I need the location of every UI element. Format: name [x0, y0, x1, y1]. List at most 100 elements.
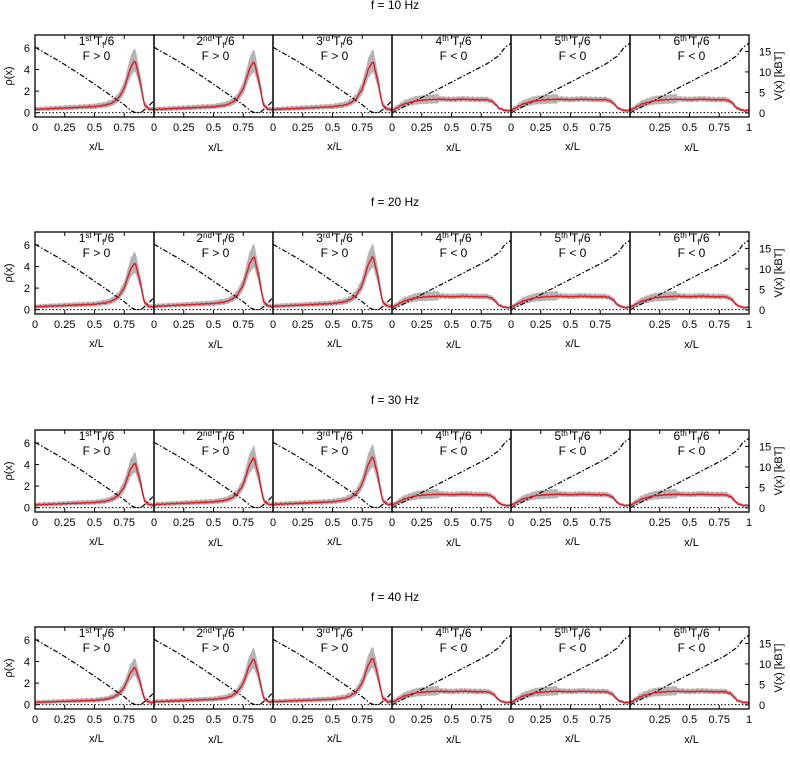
x-tick-label: 0.5 [325, 714, 340, 726]
panel-r3-c6: 6th Tf/6F < 0 [629, 429, 750, 513]
x-tick-label: 0.5 [563, 122, 578, 134]
panel-label: 4th Tf/6 [435, 231, 471, 247]
panel-label-subscript: f [102, 41, 105, 50]
panel-label-fraction: /6 [462, 231, 472, 245]
panel-label-fraction: /6 [581, 429, 591, 443]
x-tick-label: 0.25 [292, 122, 313, 134]
panel-label-ordinal: 5 [554, 34, 561, 48]
density-band [273, 647, 392, 705]
x-tick-label: 0 [389, 714, 395, 726]
y-right-tick-label: 10 [759, 264, 771, 276]
row-title: f = 10 Hz [371, 0, 419, 12]
density-band [511, 290, 630, 310]
panel-label-ordinal: 3 [316, 231, 323, 245]
x-tick-label: 0 [508, 517, 514, 529]
panel-label-superscript: th [680, 626, 687, 635]
panel-label-period: T [568, 231, 579, 245]
panel-label-period: T [330, 231, 341, 245]
x-tick-label: 0.25 [173, 517, 194, 529]
panel-label: 6th Tf/6 [673, 34, 709, 50]
panel-force-label: F < 0 [678, 49, 706, 63]
density-curve [153, 456, 274, 506]
panel-label-subscript: f [222, 436, 225, 445]
panel-label-superscript: th [561, 429, 568, 438]
x-tick-label: 0.75 [471, 319, 492, 331]
x-tick-label: 0.75 [471, 714, 492, 726]
x-tick-label: 0 [32, 714, 38, 726]
panel-r1-c1: 1st Tf/6F > 0 [34, 34, 155, 118]
x-tick-label: 0.5 [563, 714, 578, 726]
panel-label-ordinal: 4 [435, 626, 442, 640]
x-axis-label: x/L [565, 536, 580, 548]
panel-label-ordinal: 4 [435, 34, 442, 48]
density-curve [272, 657, 393, 704]
potential-curve [510, 437, 631, 509]
x-tick-label: 0 [270, 517, 276, 529]
density-band [511, 488, 630, 508]
x-tick-label: 0.75 [590, 714, 611, 726]
density-curve [391, 97, 512, 112]
panel-label-fraction: /6 [581, 626, 591, 640]
panel-force-label: F < 0 [440, 641, 468, 655]
x-axis-label: x/L [208, 339, 223, 351]
y-left-axis-label: ρ(x) [3, 658, 15, 677]
panel-label-period: T [687, 429, 698, 443]
panel-label-ordinal: 4 [435, 231, 442, 245]
panel-label-fraction: /6 [225, 34, 235, 48]
panel-force-label: F < 0 [678, 444, 706, 458]
x-tick-label: 0.25 [173, 122, 194, 134]
density-band [630, 93, 749, 113]
panel-label: 2nd Tf/6 [196, 231, 235, 247]
x-tick-label: 0.75 [233, 517, 254, 529]
panel-force-label: F > 0 [83, 444, 111, 458]
panel-label-ordinal: 1 [79, 626, 86, 640]
x-tick-label: 0.25 [173, 714, 194, 726]
y-right-tick-label: 5 [759, 482, 765, 494]
x-tick-label: 0.25 [292, 517, 313, 529]
panel-label: 1st Tf/6 [79, 231, 115, 247]
x-axis-label: x/L [89, 733, 104, 745]
panel-label-superscript: nd [203, 34, 212, 43]
x-tick-label: 0.75 [590, 517, 611, 529]
panel-label-subscript: f [222, 41, 225, 50]
panel-label-period: T [568, 626, 579, 640]
potential-curve [629, 634, 750, 706]
y-right-tick-label: 5 [759, 87, 765, 99]
panel-label-ordinal: 3 [316, 34, 323, 48]
panel-r2-c3: 3rd Tf/6F > 0 [272, 231, 393, 315]
x-tick-label: 1 [746, 714, 752, 726]
x-tick-label: 0.75 [709, 319, 730, 331]
panel-label-fraction: /6 [343, 34, 353, 48]
x-tick-label: 0.5 [87, 714, 102, 726]
x-axis-label: x/L [327, 338, 342, 350]
x-tick-label: 0.75 [233, 122, 254, 134]
potential-curve [153, 638, 274, 706]
y-left-axis-label: ρ(x) [3, 66, 15, 85]
density-band [392, 685, 511, 705]
y-left-axis-label: ρ(x) [3, 263, 15, 282]
density-curve [510, 492, 631, 507]
x-tick-label: 0.75 [709, 517, 730, 529]
x-tick-label: 0.5 [444, 122, 459, 134]
x-tick-label: 0.25 [649, 714, 670, 726]
x-axis-label: x/L [565, 338, 580, 350]
panel-label-subscript: f [341, 238, 344, 247]
panel-label: 3rd Tf/6 [316, 626, 353, 642]
panel-label-period: T [449, 626, 460, 640]
panel-label-subscript: f [578, 436, 581, 445]
x-axis-label: x/L [208, 142, 223, 154]
density-curve [272, 455, 393, 506]
panel-label-fraction: /6 [462, 34, 472, 48]
x-tick-label: 0.25 [411, 122, 432, 134]
x-tick-label: 0 [508, 319, 514, 331]
panel-label: 4th Tf/6 [435, 626, 471, 642]
x-tick-label: 0.25 [649, 122, 670, 134]
panel-label-ordinal: 5 [554, 231, 561, 245]
panel-label: 4th Tf/6 [435, 429, 471, 445]
x-tick-label: 0.25 [54, 122, 75, 134]
x-tick-label: 0.5 [682, 714, 697, 726]
y-left-tick-label: 2 [24, 481, 30, 493]
y-right-tick-label: 10 [759, 67, 771, 79]
panel-label: 6th Tf/6 [673, 626, 709, 642]
x-tick-label: 0.5 [206, 714, 221, 726]
